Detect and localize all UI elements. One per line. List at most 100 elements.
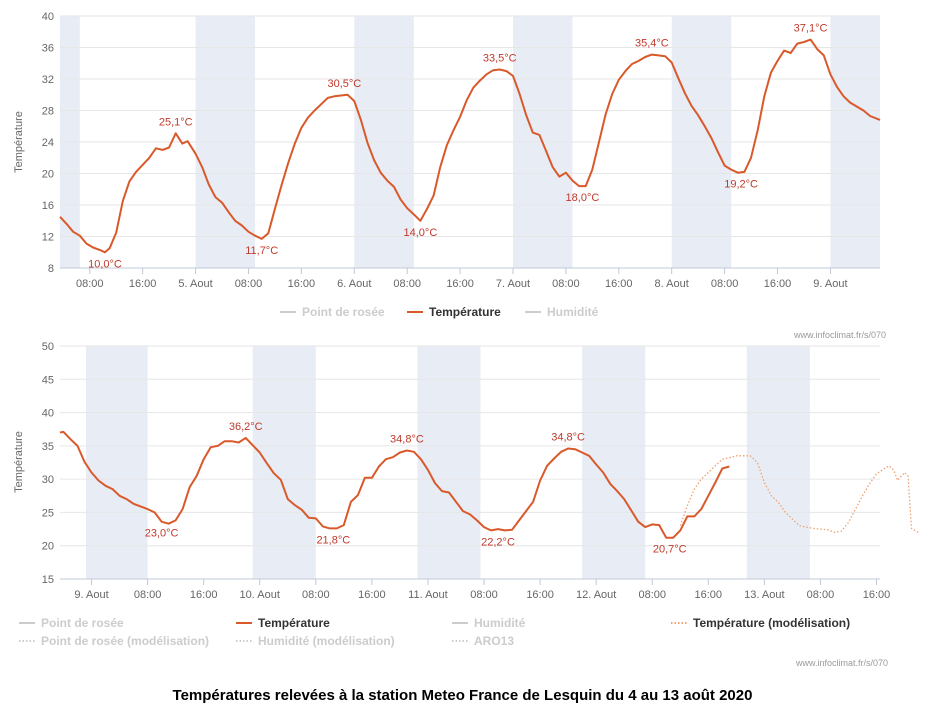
y-tick-label: 15 bbox=[42, 574, 54, 586]
data-label: 14,0°C bbox=[404, 227, 438, 239]
legend-label: Humidité (modélisation) bbox=[258, 634, 395, 648]
legend-item[interactable]: Point de rosée bbox=[19, 616, 124, 630]
chart-2: 15 20 25 30 35 40 45 50 9. Aout 08:00 16:00 10. Aou… bbox=[13, 341, 919, 668]
legend-label: Température bbox=[258, 616, 330, 630]
x-tick-label: 9. Aout bbox=[74, 589, 108, 601]
data-label: 34,8°C bbox=[390, 434, 424, 446]
legend-item[interactable]: Température (modélisation) bbox=[671, 616, 850, 630]
legend-item[interactable]: Humidité bbox=[452, 616, 526, 630]
x-tick-label: 12. Aout bbox=[576, 589, 616, 601]
night-band bbox=[417, 346, 481, 579]
y-tick-label: 50 bbox=[42, 341, 54, 353]
legend-label: Température (modélisation) bbox=[693, 616, 850, 630]
data-label: 37,1°C bbox=[794, 23, 828, 35]
legend-label: Point de rosée bbox=[41, 616, 124, 630]
x-tick-label: 08:00 bbox=[552, 278, 580, 290]
data-label: 21,8°C bbox=[316, 534, 350, 546]
credit-text: www.infoclimat.fr/s/070 bbox=[793, 330, 886, 340]
x-tick-label: 8. Aout bbox=[655, 278, 689, 290]
x-tick-label: 9. Aout bbox=[813, 278, 847, 290]
x-tick-label: 16:00 bbox=[605, 278, 633, 290]
x-tick-label: 08:00 bbox=[302, 589, 330, 601]
y-tick-label: 28 bbox=[42, 106, 54, 118]
x-tick-label: 08:00 bbox=[134, 589, 162, 601]
y-tick-label: 12 bbox=[42, 232, 54, 244]
y-tick-label: 30 bbox=[42, 474, 54, 486]
y-axis-title: Température bbox=[13, 111, 25, 173]
x-tick-label: 16:00 bbox=[190, 589, 218, 601]
chart-1: 8 12 16 20 24 28 32 36 40 08:00 16:00 5. Aout 08:00 1… bbox=[13, 11, 886, 340]
y-tick-label: 32 bbox=[42, 74, 54, 86]
x-tick-label: 08:00 bbox=[807, 589, 835, 601]
legend-item[interactable]: ARO13 bbox=[452, 634, 514, 648]
data-label: 35,4°C bbox=[635, 38, 669, 50]
data-label: 36,2°C bbox=[229, 421, 263, 433]
legend-label: ARO13 bbox=[474, 634, 514, 648]
night-band bbox=[85, 346, 148, 579]
x-tick-label: 08:00 bbox=[711, 278, 739, 290]
x-tick-label: 16:00 bbox=[526, 589, 554, 601]
data-label: 34,8°C bbox=[551, 432, 585, 444]
data-label: 22,2°C bbox=[481, 536, 515, 548]
credit-text: www.infoclimat.fr/s/070 bbox=[795, 658, 888, 668]
x-tick-label: 08:00 bbox=[235, 278, 263, 290]
y-tick-label: 36 bbox=[42, 43, 54, 55]
data-label: 19,2°C bbox=[724, 179, 758, 191]
x-tick-label: 16:00 bbox=[129, 278, 157, 290]
data-label: 30,5°C bbox=[327, 78, 361, 90]
legend-item[interactable]: Température bbox=[407, 305, 501, 319]
data-label: 11,7°C bbox=[245, 245, 278, 257]
temperature-line bbox=[59, 38, 881, 254]
x-tick-label: 08:00 bbox=[76, 278, 104, 290]
y-tick-label: 8 bbox=[48, 263, 54, 275]
legend-item[interactable]: Point de rosée bbox=[280, 305, 385, 319]
x-tick-label: 7. Aout bbox=[496, 278, 530, 290]
legend-item[interactable]: Humidité (modélisation) bbox=[236, 634, 395, 648]
x-tick-label: 16:00 bbox=[288, 278, 316, 290]
y-tick-label: 40 bbox=[42, 11, 54, 23]
page-title: Températures relevées à la station Meteo… bbox=[172, 687, 753, 704]
x-tick-label: 11. Aout bbox=[408, 589, 448, 601]
x-tick-label: 16:00 bbox=[358, 589, 386, 601]
legend-item[interactable]: Point de rosée (modélisation) bbox=[19, 634, 209, 648]
x-tick-label: 13. Aout bbox=[744, 589, 784, 601]
night-band bbox=[582, 346, 646, 579]
x-tick-label: 16:00 bbox=[764, 278, 792, 290]
x-tick-label: 10. Aout bbox=[240, 589, 280, 601]
y-tick-label: 35 bbox=[42, 441, 54, 453]
data-label: 25,1°C bbox=[159, 116, 193, 128]
night-band bbox=[746, 346, 810, 579]
y-tick-label: 40 bbox=[42, 408, 54, 420]
legend-label: Humidité bbox=[547, 305, 599, 319]
x-tick-label: 6. Aout bbox=[337, 278, 371, 290]
y-tick-label: 20 bbox=[42, 169, 54, 181]
x-tick-label: 16:00 bbox=[446, 278, 474, 290]
y-tick-label: 25 bbox=[42, 507, 54, 519]
legend-item[interactable]: Humidité bbox=[525, 305, 599, 319]
legend-label: Point de rosée bbox=[302, 305, 385, 319]
y-tick-label: 16 bbox=[42, 200, 54, 212]
data-label: 33,5°C bbox=[483, 53, 517, 65]
legend-label: Humidité bbox=[474, 616, 526, 630]
x-tick-label: 16:00 bbox=[695, 589, 723, 601]
data-label: 20,7°C bbox=[653, 544, 687, 556]
y-tick-label: 45 bbox=[42, 374, 54, 386]
y-tick-label: 20 bbox=[42, 541, 54, 553]
x-tick-label: 08:00 bbox=[470, 589, 498, 601]
y-tick-label: 24 bbox=[42, 137, 54, 149]
data-label: 10,0°C bbox=[88, 258, 122, 270]
night-band bbox=[252, 346, 316, 579]
y-axis-title: Température bbox=[13, 431, 25, 493]
data-label: 18,0°C bbox=[566, 192, 600, 204]
legend-label: Point de rosée (modélisation) bbox=[41, 634, 209, 648]
x-tick-label: 08:00 bbox=[393, 278, 421, 290]
legend-label: Température bbox=[429, 305, 501, 319]
x-tick-label: 16:00 bbox=[863, 589, 891, 601]
legend-item[interactable]: Température bbox=[236, 616, 330, 630]
x-tick-label: 5. Aout bbox=[178, 278, 212, 290]
data-label: 23,0°C bbox=[145, 528, 179, 540]
x-tick-label: 08:00 bbox=[638, 589, 666, 601]
temperature-line bbox=[59, 430, 730, 539]
temperature-model-line bbox=[679, 455, 919, 534]
